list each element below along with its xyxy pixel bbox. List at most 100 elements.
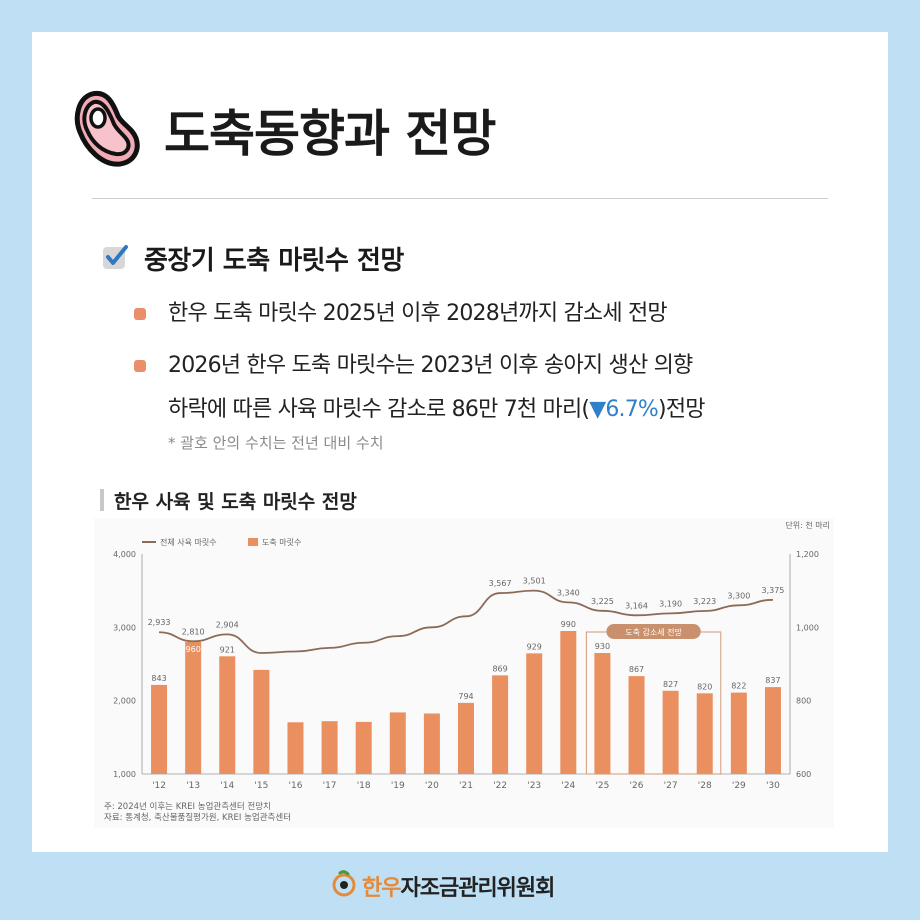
footer: 한우자조금관리위원회 — [0, 864, 920, 908]
y-right-tick-label: 1,200 — [796, 550, 819, 559]
bar-value-label: 827 — [663, 680, 678, 689]
line-value-label: 3,375 — [761, 586, 784, 595]
bar — [458, 702, 474, 774]
bullet-list: 한우 도축 마릿수 2025년 이후 2028년까지 감소세 전망 2026년 … — [134, 292, 834, 454]
source-note: 주: 2024년 이후는 KREI 농업관측센터 전망치 — [104, 802, 271, 812]
bar — [764, 687, 781, 774]
change-value: ▼6.7% — [589, 397, 659, 422]
bar — [560, 631, 577, 774]
bullet-text: 2026년 한우 도축 마릿수는 2023년 이후 송아지 생산 의향 — [168, 353, 693, 378]
line-value-label: 2,904 — [216, 620, 239, 629]
bar — [526, 653, 543, 774]
x-tick-label: '21 — [459, 781, 473, 791]
logo-text: 한우자조금관리위원회 — [362, 870, 555, 902]
x-tick-label: '28 — [698, 781, 712, 791]
bar — [219, 656, 236, 774]
line-value-label: 3,501 — [523, 577, 546, 586]
heading-marker — [100, 489, 104, 511]
bar — [730, 692, 747, 774]
meat-icon — [74, 90, 140, 167]
bar — [696, 693, 713, 774]
x-tick-label: '23 — [527, 781, 541, 791]
bullet-item: 한우 도축 마릿수 2025년 이후 2028년까지 감소세 전망 — [134, 292, 834, 336]
bar-value-label: 930 — [595, 642, 610, 651]
unit-label: 단위: 천 마리 — [785, 520, 830, 530]
bullet-text-pre: 하락에 따른 사육 마릿수 감소로 86만 7천 마리( — [168, 397, 590, 422]
bar — [185, 642, 202, 774]
bullet-text-continued: 하락에 따른 사육 마릿수 감소로 86만 7천 마리(▼6.7%)전망 — [168, 388, 834, 432]
x-tick-label: '19 — [391, 781, 405, 791]
x-tick-label: '18 — [357, 781, 371, 791]
chart-source: 주: 2024년 이후는 KREI 농업관측센터 전망치 자료: 통계청, 축산… — [104, 802, 291, 824]
bar-value-label: 822 — [731, 682, 746, 691]
line-value-label: 2,810 — [182, 627, 205, 636]
bar-value-label: 869 — [492, 664, 507, 673]
bar-value-label: 921 — [220, 645, 235, 654]
line-value-label: 2,933 — [148, 618, 171, 627]
x-tick-label: '13 — [186, 781, 200, 791]
bar — [389, 712, 406, 774]
bar-value-label: 960 — [186, 645, 201, 654]
bar — [662, 690, 679, 774]
y-left-tick-label: 2,000 — [113, 697, 136, 706]
bar — [492, 675, 509, 774]
footnote: * 괄호 안의 수치는 전년 대비 수치 — [168, 434, 384, 452]
y-left-tick-label: 1,000 — [113, 770, 136, 779]
x-tick-label: '25 — [595, 781, 609, 791]
line-value-label: 3,567 — [489, 579, 512, 588]
bar-value-label: 929 — [527, 642, 542, 651]
line-value-label: 3,164 — [625, 601, 648, 610]
line-value-label: 3,223 — [693, 597, 716, 606]
x-tick-label: '20 — [425, 781, 439, 791]
bullet-text: 한우 도축 마릿수 2025년 이후 2028년까지 감소세 전망 — [168, 301, 668, 326]
annotation-pill — [606, 624, 701, 639]
chart-svg: 1,000 2,000 3,000 4,000 600 800 1,000 1,200 단위: … — [113, 520, 830, 791]
bullet-dot — [134, 360, 146, 372]
title-divider — [92, 198, 828, 199]
legend-line-label: 전체 사육 마릿수 — [160, 537, 217, 547]
y-right-tick-label: 800 — [796, 697, 811, 706]
y-right-tick-label: 1,000 — [796, 623, 819, 632]
bar-value-label: 843 — [151, 674, 166, 683]
bar — [253, 669, 270, 774]
line-value-label: 3,190 — [659, 599, 682, 608]
chart-title: 한우 사육 및 도축 마릿수 전망 — [114, 491, 357, 513]
line-value-label: 3,340 — [557, 588, 580, 597]
section-title: 중장기 도축 마릿수 전망 — [144, 246, 404, 276]
checkbox-icon — [103, 245, 128, 269]
logo-name: 자조금관리위원회 — [400, 876, 555, 901]
annotation-label: 도축 감소세 전망 — [625, 627, 682, 637]
x-tick-label: '15 — [254, 781, 268, 791]
legend-bar-swatch — [248, 538, 258, 546]
bar-value-label: 867 — [629, 665, 644, 674]
line-value-label: 3,300 — [727, 591, 750, 600]
chart-area: 1,000 2,000 3,000 4,000 600 800 1,000 1,200 단위: … — [94, 518, 834, 828]
bar-value-label: 794 — [458, 692, 473, 701]
source-credit: 자료: 통계청, 축산물품질평가원, KREI 농업관측센터 — [104, 813, 292, 823]
bullet-item: 2026년 한우 도축 마릿수는 2023년 이후 송아지 생산 의향 하락에 … — [134, 344, 834, 432]
x-tick-label: '22 — [493, 781, 507, 791]
x-tick-label: '24 — [561, 781, 575, 791]
x-tick-label: '14 — [220, 781, 234, 791]
bullet-text-post: )전망 — [658, 397, 705, 422]
bar — [355, 721, 372, 774]
x-tick-label: '26 — [630, 781, 644, 791]
bar — [594, 653, 611, 774]
bar-value-label: 990 — [561, 620, 576, 629]
x-tick-label: '29 — [732, 781, 746, 791]
x-tick-label: '16 — [289, 781, 303, 791]
x-tick-label: '30 — [766, 781, 780, 791]
y-right-tick-label: 600 — [796, 770, 811, 779]
y-left-tick-label: 4,000 — [113, 550, 136, 559]
y-left-tick-label: 3,000 — [113, 623, 136, 632]
bar — [151, 684, 168, 774]
line-value-label: 3,225 — [591, 597, 614, 606]
x-tick-label: '27 — [664, 781, 678, 791]
logo-icon — [332, 870, 356, 897]
bullet-dot — [134, 308, 146, 320]
legend-bar-label: 도축 마릿수 — [262, 537, 301, 547]
page-title: 도축동향과 전망 — [164, 105, 496, 163]
bar — [321, 721, 338, 774]
bar-value-label: 820 — [697, 682, 712, 691]
x-tick-label: '12 — [152, 781, 166, 791]
